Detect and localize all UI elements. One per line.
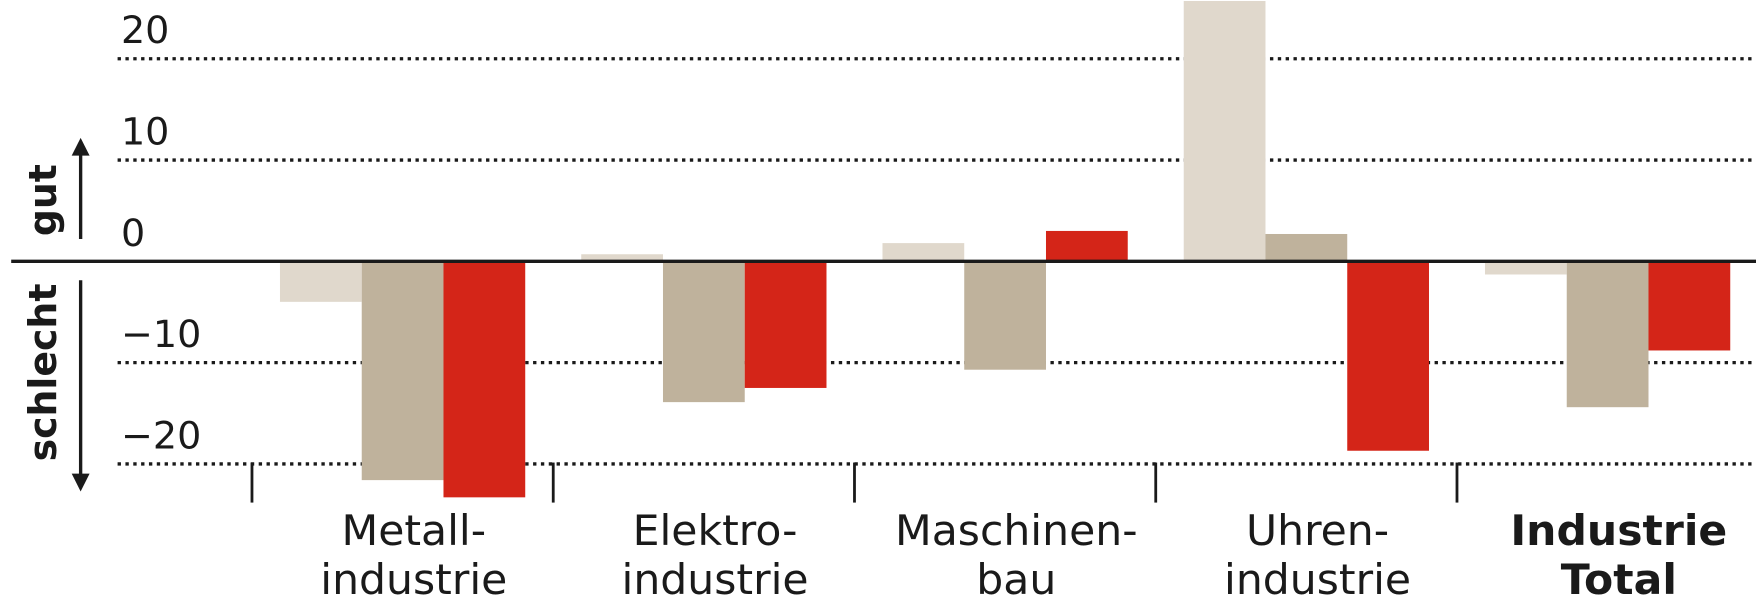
arrow-up-head [71, 137, 90, 156]
labels: −20 −10 0 10 20 Metall-industrie Elektro-indus… [121, 8, 1727, 603]
y-tick-label: 0 [121, 211, 145, 255]
plot: gut schlecht −20 −10 0 10 20 Metall-industrie… [11, 1, 1756, 604]
bar [662, 261, 745, 403]
bar [882, 243, 965, 262]
y-tick-label: −20 [121, 413, 201, 457]
x-tick-label: Maschinen-bau [895, 506, 1138, 604]
bar [1265, 233, 1348, 262]
arrow-down-head [71, 473, 90, 492]
bar [443, 261, 526, 498]
bar [1347, 261, 1429, 451]
x-tick-label: Industrie Total [1510, 506, 1727, 604]
grid [117, 57, 1756, 503]
x-tick-label: Metall-industrie [320, 506, 507, 604]
bar [361, 261, 444, 481]
bar [1566, 261, 1649, 408]
bar [1183, 1, 1266, 262]
bar [964, 261, 1046, 370]
bar [1045, 230, 1128, 262]
y-label-down: schlecht [21, 284, 65, 462]
bar [744, 261, 827, 388]
bar [279, 261, 362, 302]
bar [1648, 261, 1731, 351]
y-tick-label: −10 [121, 312, 201, 356]
bar [1484, 261, 1567, 275]
x-tick-label: Elektro-industrie [622, 506, 809, 604]
y-tick-label: 10 [121, 110, 169, 154]
y-tick-label: 20 [121, 8, 169, 52]
x-tick-label: Uhren-industrie [1224, 506, 1411, 604]
bar [581, 254, 663, 262]
y-label-up: gut [21, 164, 65, 236]
bars [279, 1, 1731, 498]
